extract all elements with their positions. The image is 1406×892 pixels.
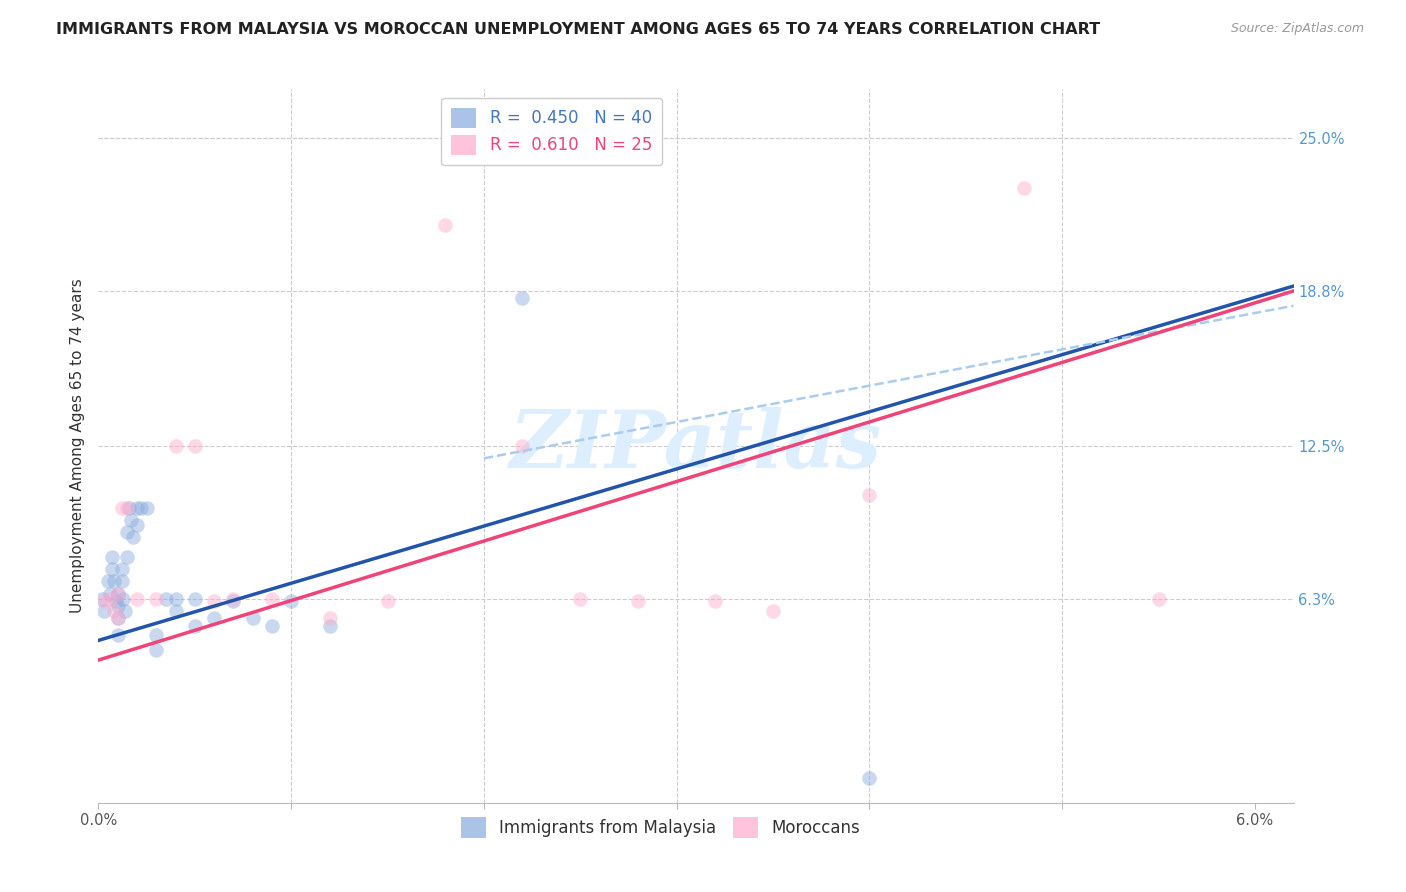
Point [114,604,136,618]
Point [377,594,399,608]
Point [222,591,245,606]
Point [93,594,115,608]
Point [512,439,534,453]
Point [145,643,167,657]
Point [858,488,880,502]
Point [260,591,283,606]
Point [117,525,139,540]
Point [107,611,129,625]
Point [93,604,115,618]
Point [242,611,264,625]
Text: Source: ZipAtlas.com: Source: ZipAtlas.com [1230,22,1364,36]
Point [120,513,142,527]
Point [1012,180,1035,194]
Point [98,591,121,606]
Point [202,611,225,625]
Point [103,604,125,618]
Y-axis label: Unemployment Among Ages 65 to 74 years: Unemployment Among Ages 65 to 74 years [69,278,84,614]
Point [280,594,302,608]
Point [184,591,207,606]
Point [165,591,187,606]
Point [97,574,120,589]
Point [118,500,141,515]
Point [569,591,592,606]
Point [165,604,187,618]
Point [184,618,207,632]
Point [319,611,342,625]
Point [125,500,148,515]
Point [1147,591,1170,606]
Point [129,500,152,515]
Point [434,218,457,232]
Point [91,591,114,606]
Point [112,591,135,606]
Text: ZIPatlas: ZIPatlas [510,408,882,484]
Point [202,594,225,608]
Legend: Immigrants from Malaysia, Moroccans: Immigrants from Malaysia, Moroccans [454,811,866,845]
Point [125,517,148,532]
Point [117,500,139,515]
Point [260,618,283,632]
Point [125,591,148,606]
Point [319,618,342,632]
Point [165,439,187,453]
Point [135,500,157,515]
Point [103,574,125,589]
Point [145,591,167,606]
Point [222,594,245,608]
Point [110,500,132,515]
Point [184,439,207,453]
Point [107,628,129,642]
Point [762,604,785,618]
Point [117,549,139,564]
Point [145,628,167,642]
Point [104,594,127,608]
Point [704,594,727,608]
Point [122,530,145,544]
Point [101,549,124,564]
Point [110,562,132,576]
Point [107,611,129,625]
Point [155,591,177,606]
Point [512,291,534,305]
Point [107,587,129,601]
Point [627,594,650,608]
Point [98,587,121,601]
Point [107,587,129,601]
Point [107,599,129,613]
Point [110,574,132,589]
Point [101,562,124,576]
Text: IMMIGRANTS FROM MALAYSIA VS MOROCCAN UNEMPLOYMENT AMONG AGES 65 TO 74 YEARS CORR: IMMIGRANTS FROM MALAYSIA VS MOROCCAN UNE… [56,22,1101,37]
Point [858,771,880,785]
